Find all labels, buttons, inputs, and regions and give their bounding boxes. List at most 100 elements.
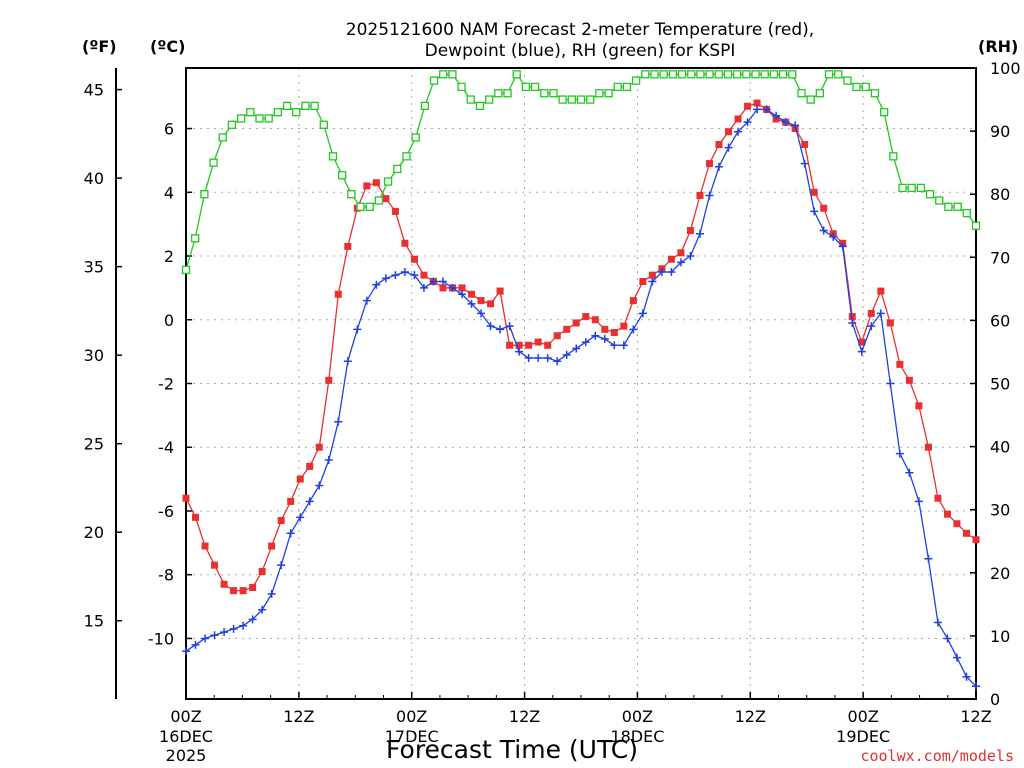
- rh-point: [714, 70, 723, 79]
- temperature-point: [801, 140, 809, 148]
- rh-point: [843, 76, 852, 85]
- rh-point: [907, 183, 916, 193]
- temperature-point: [610, 329, 618, 337]
- dewpoint-point: [467, 299, 476, 308]
- rh-point: [264, 114, 273, 123]
- dewpoint-point: [286, 529, 295, 538]
- rh-point: [448, 70, 457, 79]
- dewpoint-point: [410, 271, 419, 280]
- dewpoint-point: [619, 341, 628, 350]
- rh-point: [778, 70, 788, 79]
- dewpoint-point: [848, 318, 857, 327]
- temperature-point: [458, 284, 466, 292]
- dewpoint-point: [343, 357, 352, 366]
- dewpoint-point: [705, 191, 714, 200]
- rh-point: [631, 76, 641, 85]
- rh-point: [879, 108, 889, 117]
- rh-point: [227, 120, 237, 129]
- rh-point: [815, 89, 824, 98]
- rh-point: [604, 89, 613, 98]
- dewpoint-point: [496, 325, 505, 334]
- dewpoint-point: [210, 631, 219, 640]
- dewpoint-point: [182, 647, 190, 656]
- temperature-point: [915, 402, 923, 410]
- dewpoint-point: [458, 290, 467, 299]
- x-tick-label: 00Z: [396, 707, 427, 726]
- rh-point: [806, 95, 815, 104]
- rh-point: [347, 190, 356, 199]
- fahrenheit-tick-label: 40: [84, 169, 104, 188]
- rh-point: [769, 70, 779, 79]
- dewpoint-point: [800, 159, 809, 168]
- temperature-point: [439, 284, 447, 292]
- dewpoint-point: [524, 354, 533, 363]
- rh-point: [310, 101, 319, 111]
- dewpoint-point: [829, 232, 838, 241]
- temperature-point: [211, 561, 219, 569]
- rh-point: [870, 89, 880, 98]
- temperature-point: [296, 475, 304, 483]
- fahrenheit-tick-label: 20: [84, 523, 104, 542]
- x-tick-label: 12Z: [735, 707, 766, 726]
- fahrenheit-tick-label: 35: [84, 258, 104, 277]
- temperature-point: [582, 313, 590, 321]
- rh-point: [797, 89, 806, 98]
- x-tick-date-label: 16DEC: [159, 727, 213, 746]
- rh-point: [613, 82, 622, 92]
- dewpoint-point: [610, 341, 619, 350]
- dewpoint-point: [781, 118, 790, 127]
- x-axis-label: Forecast Time (UTC): [386, 735, 638, 764]
- dewpoint-point: [695, 229, 704, 238]
- rh-point: [944, 202, 953, 211]
- rh-point: [338, 171, 347, 180]
- dewpoint-point: [638, 309, 647, 318]
- dewpoint-point: [258, 605, 267, 614]
- rh-tick-label: 90: [990, 122, 1010, 141]
- rh-point: [200, 190, 209, 199]
- rh-point: [861, 82, 870, 92]
- rh-point: [659, 70, 668, 79]
- rh-tick-label: 40: [990, 438, 1010, 457]
- rh-point: [503, 89, 512, 98]
- temperature-point: [820, 204, 828, 212]
- temperature-point: [924, 443, 932, 451]
- dewpoint-point: [886, 379, 895, 388]
- celsius-tick-label: -6: [158, 502, 174, 521]
- dewpoint-point: [857, 347, 866, 356]
- rh-point: [475, 101, 485, 111]
- dewpoint-point: [791, 121, 800, 130]
- rh-point: [521, 82, 531, 92]
- temperature-point: [230, 587, 238, 595]
- dewpoint-point: [334, 417, 343, 426]
- rh-tick-label: 100: [990, 59, 1021, 78]
- dewpoint-point: [629, 325, 638, 334]
- dewpoint-point: [962, 672, 971, 681]
- credit-label: coolwx.com/models: [860, 747, 1014, 765]
- x-tick-label: 12Z: [960, 707, 991, 726]
- axes: 15202530354045-10-8-6-4-2024601020304050…: [84, 59, 1021, 765]
- dewpoint-point: [686, 252, 695, 261]
- rh-point: [393, 164, 402, 174]
- temperature-point: [848, 313, 856, 321]
- dewpoint-point: [876, 309, 885, 318]
- dewpoint-point: [220, 628, 229, 637]
- celsius-tick-label: 0: [164, 311, 174, 330]
- rh-point: [687, 70, 696, 79]
- rh-point: [971, 221, 981, 230]
- dewpoint-point: [248, 615, 257, 624]
- dewpoint-point: [362, 296, 371, 305]
- rh-tick-label: 20: [990, 564, 1010, 583]
- x-tick-label: 12Z: [509, 707, 540, 726]
- temperature-point: [515, 341, 523, 349]
- dewpoint-point: [905, 468, 914, 477]
- dewpoint-point: [943, 634, 952, 643]
- rh-point: [586, 95, 595, 104]
- rh-tick-label: 0: [990, 690, 1000, 709]
- rh-point: [540, 89, 549, 98]
- rh-point: [549, 89, 558, 98]
- rh-point: [209, 158, 218, 167]
- dewpoint-point: [562, 350, 571, 359]
- temperature-point: [363, 182, 371, 190]
- dewpoint-point: [438, 277, 447, 286]
